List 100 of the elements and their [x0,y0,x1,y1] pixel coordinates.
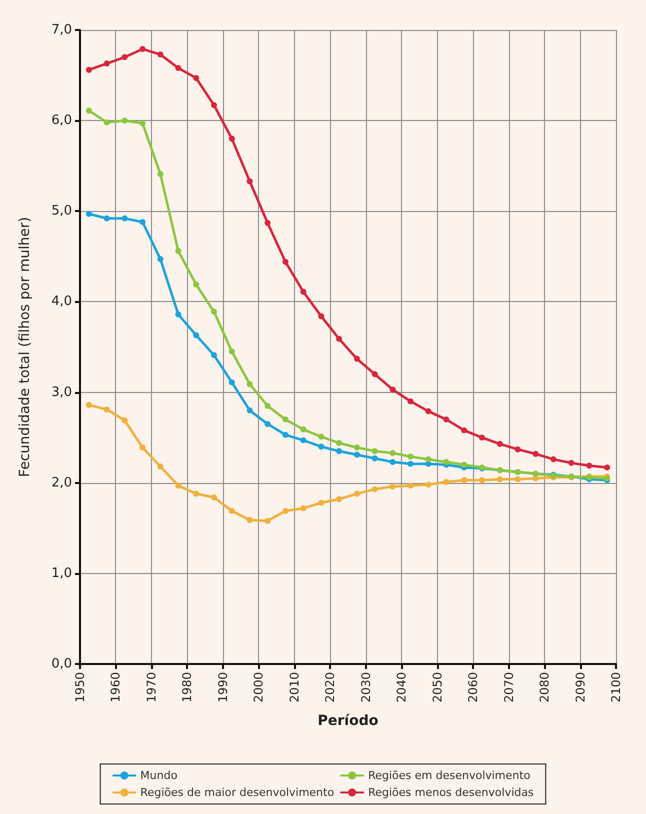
point [604,464,610,470]
x-tick-label: 2060 [466,672,480,703]
point [372,371,378,378]
point [390,386,396,393]
point [211,494,217,500]
x-tick-label: 1990 [216,672,230,703]
point [336,496,342,502]
point [300,426,306,432]
x-tick-label: 2020 [323,672,338,703]
point [443,459,450,466]
point [354,444,360,451]
point [175,248,182,254]
point [86,210,92,217]
point [228,348,235,355]
point [264,220,271,226]
point [122,417,128,424]
point [568,460,574,466]
y-tick-label: 7,0 [51,22,72,38]
point [496,440,503,447]
point [318,444,324,450]
point [193,490,200,497]
point [228,379,235,386]
x-tick-label: 2030 [358,672,373,703]
point [461,427,468,434]
point [354,490,360,497]
point [228,508,235,514]
point [461,462,468,468]
x-tick-label: 2100 [609,672,623,703]
point [372,448,378,454]
x-tick-label: 2040 [394,672,409,703]
x-axis-title: Período [318,713,379,729]
y-tick-label: 5,0 [51,204,72,219]
point [157,256,164,262]
point [264,420,271,427]
point [318,434,324,440]
x-tick-label: 2090 [573,672,588,703]
x-tick-label: 1970 [144,672,158,703]
point [86,66,92,73]
y-tick-label: 6,0 [51,113,72,128]
point [408,398,414,404]
x-tick-label: 1950 [73,672,87,703]
legend-label: Regiões menos desenvolvidas [368,786,534,799]
x-tick-label: 2010 [287,672,302,703]
point [425,482,432,488]
point [104,406,110,412]
x-tick-label: 2000 [252,672,266,703]
y-axis-title: Fecundidade total (filhos por mulher) [17,216,33,478]
point [104,60,110,67]
point [496,476,503,482]
point [354,452,360,458]
x-tick-label: 1980 [180,672,194,703]
point [586,462,592,469]
point [157,171,164,178]
y-tick-label: 0,0 [51,656,72,672]
point [122,215,128,222]
point [140,444,146,451]
point [193,75,200,81]
point [122,54,128,60]
point [514,446,521,452]
point [443,416,450,422]
point [86,402,92,408]
point [300,505,306,512]
legend-label: Mundo [140,769,178,782]
y-tick-label: 1,0 [51,566,72,581]
point [336,448,342,454]
point [372,455,378,462]
x-tick-label: 2080 [538,672,552,703]
point [175,482,182,489]
point [193,282,200,288]
point [336,440,342,446]
point [175,311,182,318]
point [479,477,485,484]
point [300,437,306,444]
legend-label: Regiões de maior desenvolvimento [140,786,334,799]
x-tick-label: 2070 [502,672,516,703]
point [264,402,271,409]
point [193,332,200,338]
point [336,336,342,342]
point [140,46,146,52]
point [300,288,306,295]
point [246,178,253,184]
point [228,136,235,142]
point [282,258,288,265]
point [408,482,414,489]
point [550,456,556,462]
point [408,454,414,460]
point [425,408,432,414]
point [514,476,521,482]
point [461,477,468,484]
point [175,65,182,72]
point [443,478,450,485]
point [104,215,110,222]
point [318,500,324,506]
point [211,102,217,108]
point [408,460,414,467]
point [390,450,396,456]
point [354,356,360,362]
y-tick-label: 4,0 [51,294,72,310]
point [318,313,324,320]
point [282,416,288,422]
